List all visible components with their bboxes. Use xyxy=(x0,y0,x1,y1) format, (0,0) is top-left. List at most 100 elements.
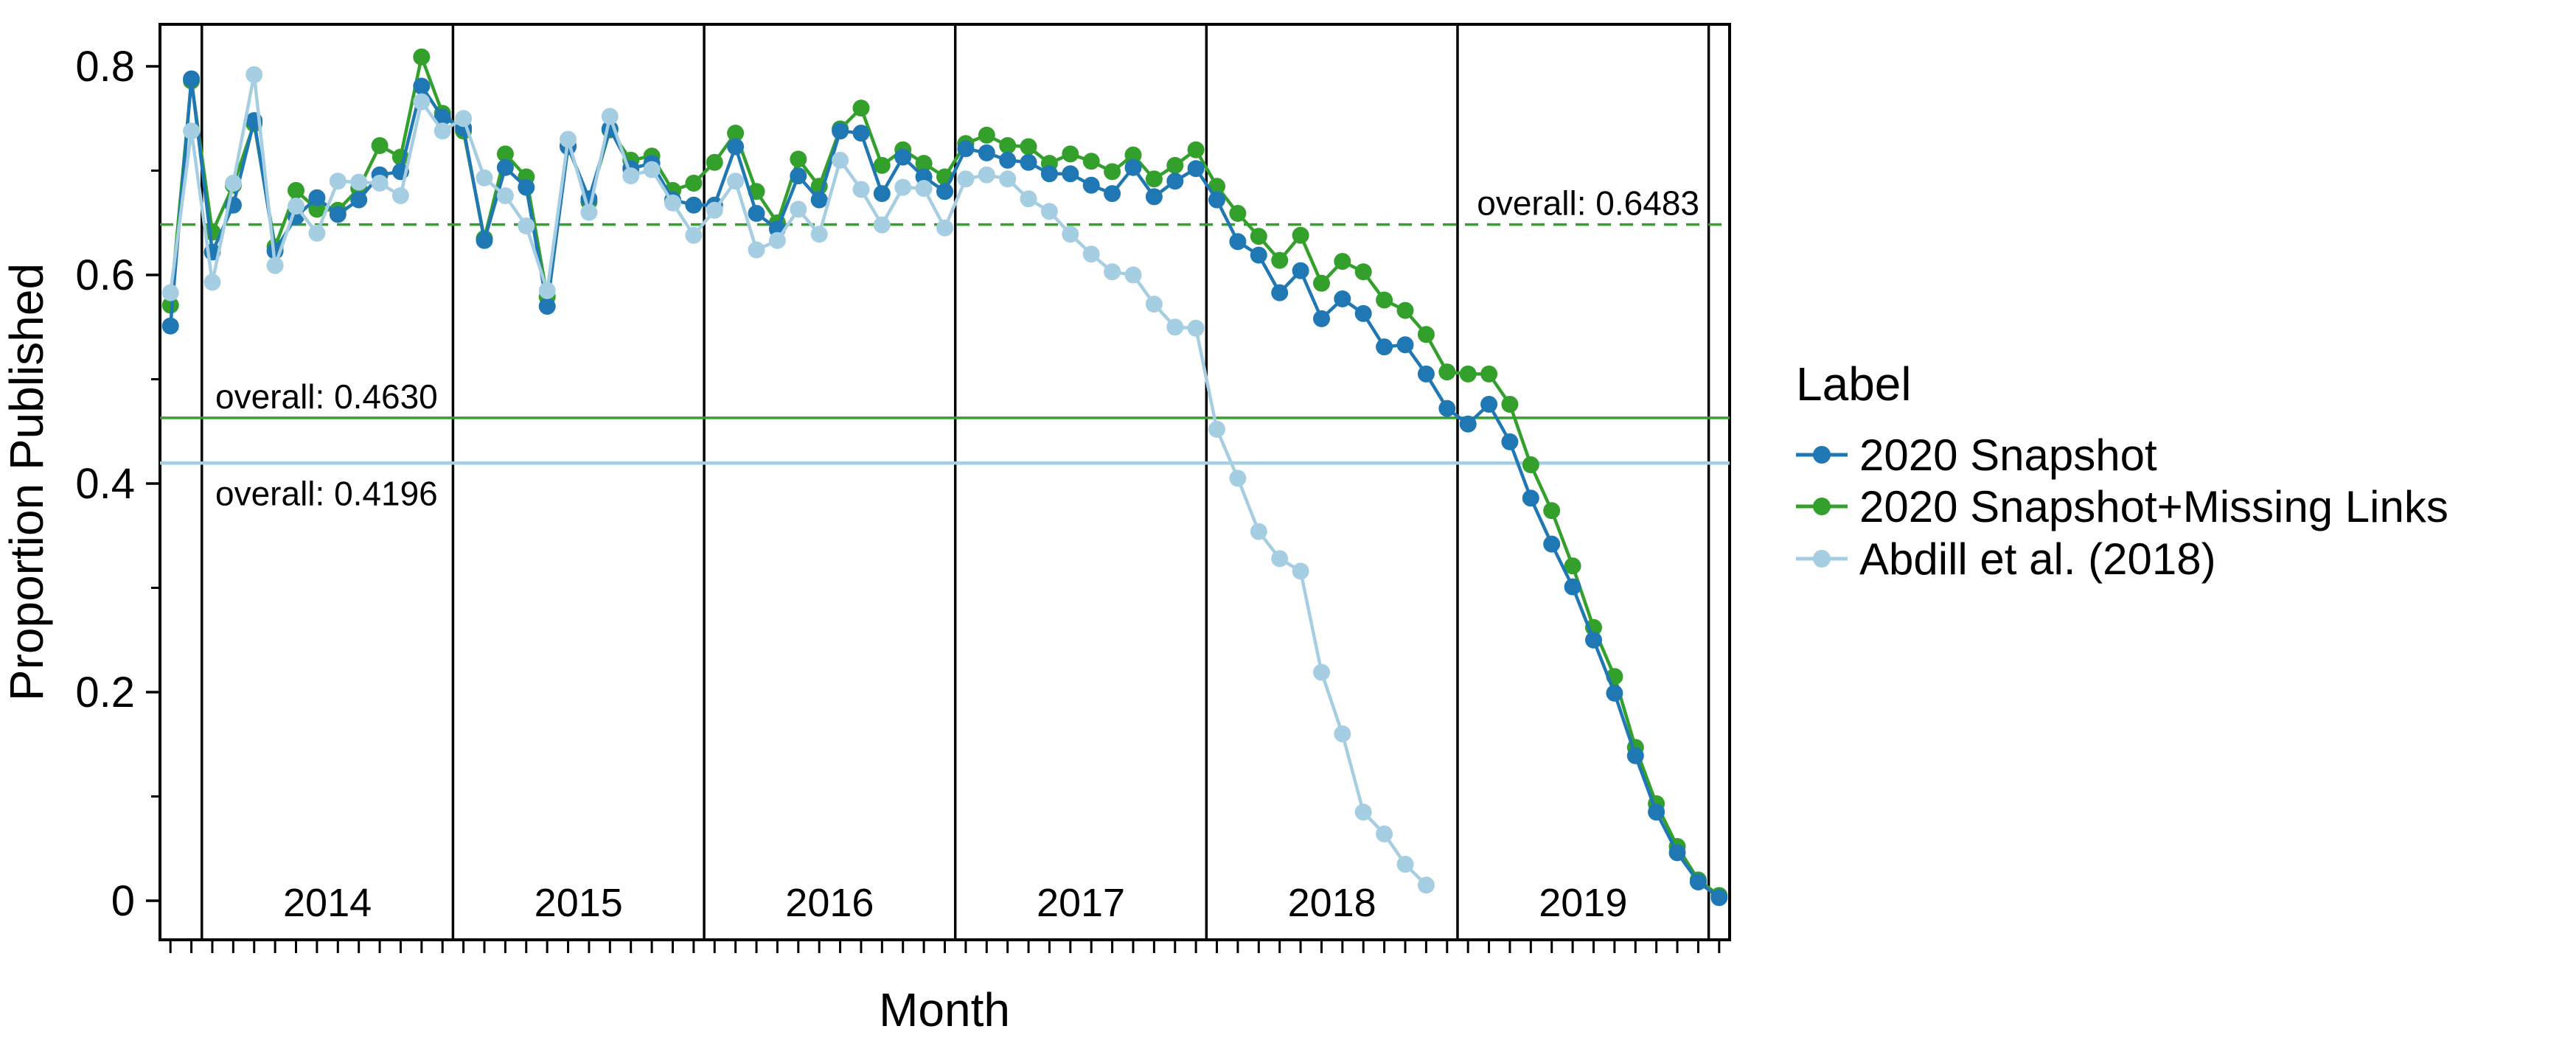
data-point xyxy=(1250,228,1267,245)
data-point xyxy=(1104,163,1121,181)
data-point xyxy=(1040,165,1058,183)
data-point xyxy=(1271,550,1289,568)
legend-item: 2020 Snapshot xyxy=(1796,430,2157,480)
data-point xyxy=(560,130,577,148)
data-point xyxy=(1522,489,1539,507)
data-point xyxy=(496,145,514,163)
data-point xyxy=(1313,663,1330,681)
data-point xyxy=(350,173,368,191)
legend-title: Label xyxy=(1796,357,1912,411)
data-point xyxy=(1626,747,1644,764)
data-point xyxy=(1250,523,1267,540)
data-point xyxy=(1020,138,1037,156)
data-point xyxy=(391,187,409,204)
axis-layer: 0 0.2 0.4 0.6 0.8 xyxy=(75,43,1721,953)
data-point xyxy=(832,151,849,169)
data-point xyxy=(1082,245,1100,263)
data-point xyxy=(496,158,514,176)
data-point xyxy=(203,273,221,291)
data-point xyxy=(810,226,828,243)
legend-key-point xyxy=(1813,550,1831,568)
data-point xyxy=(288,198,304,215)
data-point xyxy=(1668,844,1686,862)
data-point xyxy=(852,125,870,142)
data-point xyxy=(1082,153,1100,170)
data-point xyxy=(1145,170,1163,188)
data-point xyxy=(622,167,640,185)
data-point xyxy=(1166,318,1184,336)
data-point xyxy=(1438,400,1456,417)
data-point xyxy=(455,110,473,128)
data-point xyxy=(685,175,703,192)
year-label: 2014 xyxy=(283,881,372,925)
data-point xyxy=(1082,176,1100,194)
data-point xyxy=(1501,433,1519,450)
data-point xyxy=(1396,301,1414,319)
data-point xyxy=(1313,274,1330,292)
data-point xyxy=(643,161,661,178)
data-point xyxy=(1334,253,1351,271)
y-tick-label: 0.8 xyxy=(75,43,135,91)
data-point xyxy=(518,217,535,234)
legend-key-point xyxy=(1813,446,1831,464)
year-label: 2019 xyxy=(1539,881,1627,925)
data-point xyxy=(1564,578,1581,596)
data-point xyxy=(1543,502,1561,520)
data-point xyxy=(768,231,786,249)
data-point xyxy=(748,241,765,259)
data-point xyxy=(476,169,493,186)
y-tick-label: 0.4 xyxy=(75,460,135,508)
data-point xyxy=(1292,262,1309,279)
data-point xyxy=(873,156,891,174)
data-point xyxy=(978,166,995,184)
series-abdill-et-al-2018- xyxy=(161,66,1435,894)
data-point xyxy=(727,172,745,190)
data-point xyxy=(1459,415,1477,433)
data-point xyxy=(1040,203,1058,220)
data-point xyxy=(1020,153,1037,171)
data-point xyxy=(664,194,681,212)
data-point xyxy=(1648,803,1665,821)
data-point xyxy=(413,48,431,66)
data-point xyxy=(329,206,347,223)
data-point xyxy=(1417,365,1435,383)
data-point xyxy=(413,93,431,111)
data-point xyxy=(685,226,703,244)
data-point xyxy=(1104,263,1121,281)
data-point xyxy=(999,151,1017,169)
data-point xyxy=(894,148,912,166)
data-point xyxy=(1229,470,1247,487)
data-point xyxy=(601,108,619,125)
data-point xyxy=(538,298,556,315)
legend-item: 2020 Snapshot+Missing Links xyxy=(1796,482,2448,531)
data-point xyxy=(727,138,745,156)
legend: Label 2020 Snapshot 2020 Snapshot+Missin… xyxy=(1796,357,2448,584)
y-tick-label: 0 xyxy=(111,877,135,925)
data-point xyxy=(957,140,975,158)
data-point xyxy=(1376,291,1393,309)
data-point xyxy=(329,172,347,190)
ref-line-label: overall: 0.6483 xyxy=(1477,184,1699,223)
data-point xyxy=(936,219,953,237)
data-point xyxy=(224,175,242,192)
data-point xyxy=(915,180,933,198)
data-point xyxy=(434,122,451,140)
data-point xyxy=(1271,284,1289,301)
data-point xyxy=(350,191,368,209)
data-point xyxy=(1354,263,1372,281)
data-point xyxy=(1459,365,1477,383)
data-point xyxy=(1585,631,1602,649)
data-point xyxy=(832,122,849,140)
data-point xyxy=(246,66,263,83)
data-point xyxy=(1271,251,1289,269)
data-point xyxy=(978,126,995,144)
data-point xyxy=(1229,233,1247,251)
data-point xyxy=(1480,396,1498,413)
data-point xyxy=(308,224,326,242)
data-point xyxy=(1438,363,1456,381)
ref-line-label: overall: 0.4630 xyxy=(215,377,438,416)
data-point xyxy=(978,144,995,161)
data-point xyxy=(518,178,535,196)
